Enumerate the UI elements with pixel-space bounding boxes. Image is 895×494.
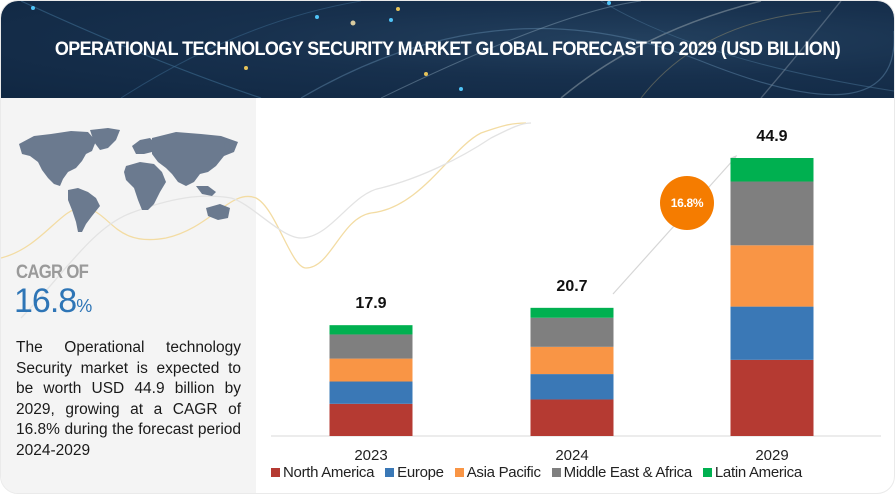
legend-swatch [702,468,712,477]
bar-segment-asia-pacific-2024 [530,346,614,375]
legend-item-middle-east-africa: Middle East & Africa [551,464,693,481]
bar-segment-north-america-2029 [730,359,814,436]
market-description: The Operational technology Security mark… [16,339,241,459]
cagr-number: 16.8 [14,282,77,320]
world-map-icon [19,128,238,232]
bar-segment-asia-pacific-2023 [329,358,413,382]
bar-segment-latin-america-2029 [730,158,814,182]
cagr-value: 16.8% [14,282,92,321]
bar-segment-latin-america-2024 [530,307,614,318]
chart-legend: North America Europe Asia Pacific Middle Ea… [271,464,802,481]
cagr-label: CAGR OF [16,262,89,283]
legend-label: Latin America [714,464,802,481]
legend-swatch [551,468,561,477]
header-banner: OPERATIONAL TECHNOLOGY SECURITY MARKET G… [1,1,894,98]
legend-item-europe: Europe [385,464,444,481]
x-tick-label-2029: 2029 [755,447,788,464]
cagr-unit: % [76,296,92,316]
bar-segment-middle-east-africa-2024 [530,317,614,347]
cagr-bubble: 16.8% [660,176,714,230]
legend-item-asia-pacific: Asia Pacific [454,464,541,481]
total-label-2023: 17.9 [355,295,386,312]
x-tick-label-2024: 2024 [555,447,588,464]
page-title: OPERATIONAL TECHNOLOGY SECURITY MARKET G… [54,38,841,60]
bar-segment-europe-2023 [329,381,413,404]
legend-item-north-america: North America [271,464,374,481]
legend-label: Europe [397,464,444,481]
bar-segment-middle-east-africa-2023 [329,334,413,359]
legend-swatch [271,468,280,477]
bar-segment-north-america-2023 [329,403,413,436]
legend-swatch [454,468,464,477]
bar-segment-europe-2024 [530,374,614,400]
legend-label: Asia Pacific [466,464,541,481]
legend-label: Middle East & Africa [563,464,693,481]
legend-item-latin-america: Latin America [702,464,802,481]
legend-swatch [385,468,395,477]
bar-segment-latin-america-2023 [329,325,413,335]
x-tick-label-2023: 2023 [354,447,387,464]
bar-segment-europe-2029 [730,306,814,360]
bar-segment-north-america-2024 [530,399,614,436]
total-label-2024: 20.7 [556,278,587,295]
legend-label: North America [283,464,375,481]
total-label-2029: 44.9 [756,128,787,145]
bar-segment-middle-east-africa-2029 [730,181,814,246]
bar-segment-asia-pacific-2029 [730,245,814,307]
network-lines-decoration [20,1,894,98]
